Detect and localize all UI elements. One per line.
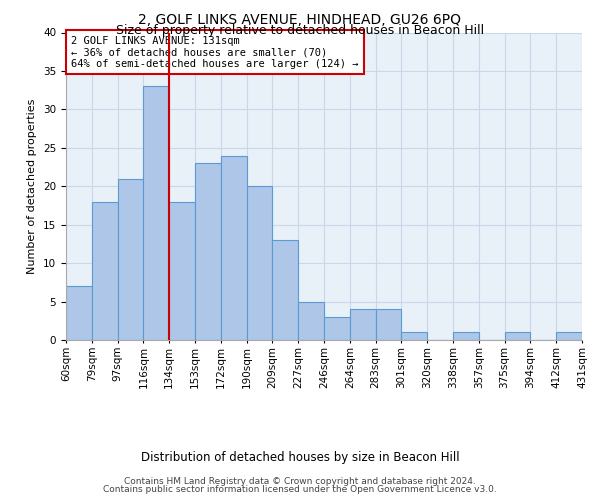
Bar: [195, 163, 221, 340]
Bar: [143, 86, 169, 340]
Bar: [350, 309, 376, 340]
Bar: [453, 332, 479, 340]
Bar: [169, 202, 195, 340]
Bar: [247, 186, 272, 340]
Bar: [66, 286, 92, 340]
Bar: [324, 317, 350, 340]
Text: Contains public sector information licensed under the Open Government Licence v3: Contains public sector information licen…: [103, 486, 497, 494]
Bar: [401, 332, 427, 340]
Bar: [92, 202, 118, 340]
Bar: [556, 332, 582, 340]
Bar: [376, 309, 401, 340]
Text: Size of property relative to detached houses in Beacon Hill: Size of property relative to detached ho…: [116, 24, 484, 37]
Bar: [221, 156, 247, 340]
Text: 2 GOLF LINKS AVENUE: 131sqm
← 36% of detached houses are smaller (70)
64% of sem: 2 GOLF LINKS AVENUE: 131sqm ← 36% of det…: [71, 36, 359, 69]
Bar: [505, 332, 530, 340]
Text: Contains HM Land Registry data © Crown copyright and database right 2024.: Contains HM Land Registry data © Crown c…: [124, 476, 476, 486]
Bar: [272, 240, 298, 340]
Y-axis label: Number of detached properties: Number of detached properties: [28, 98, 37, 274]
Text: 2, GOLF LINKS AVENUE, HINDHEAD, GU26 6PQ: 2, GOLF LINKS AVENUE, HINDHEAD, GU26 6PQ: [139, 12, 461, 26]
Text: Distribution of detached houses by size in Beacon Hill: Distribution of detached houses by size …: [140, 451, 460, 464]
Bar: [298, 302, 324, 340]
Bar: [118, 178, 143, 340]
